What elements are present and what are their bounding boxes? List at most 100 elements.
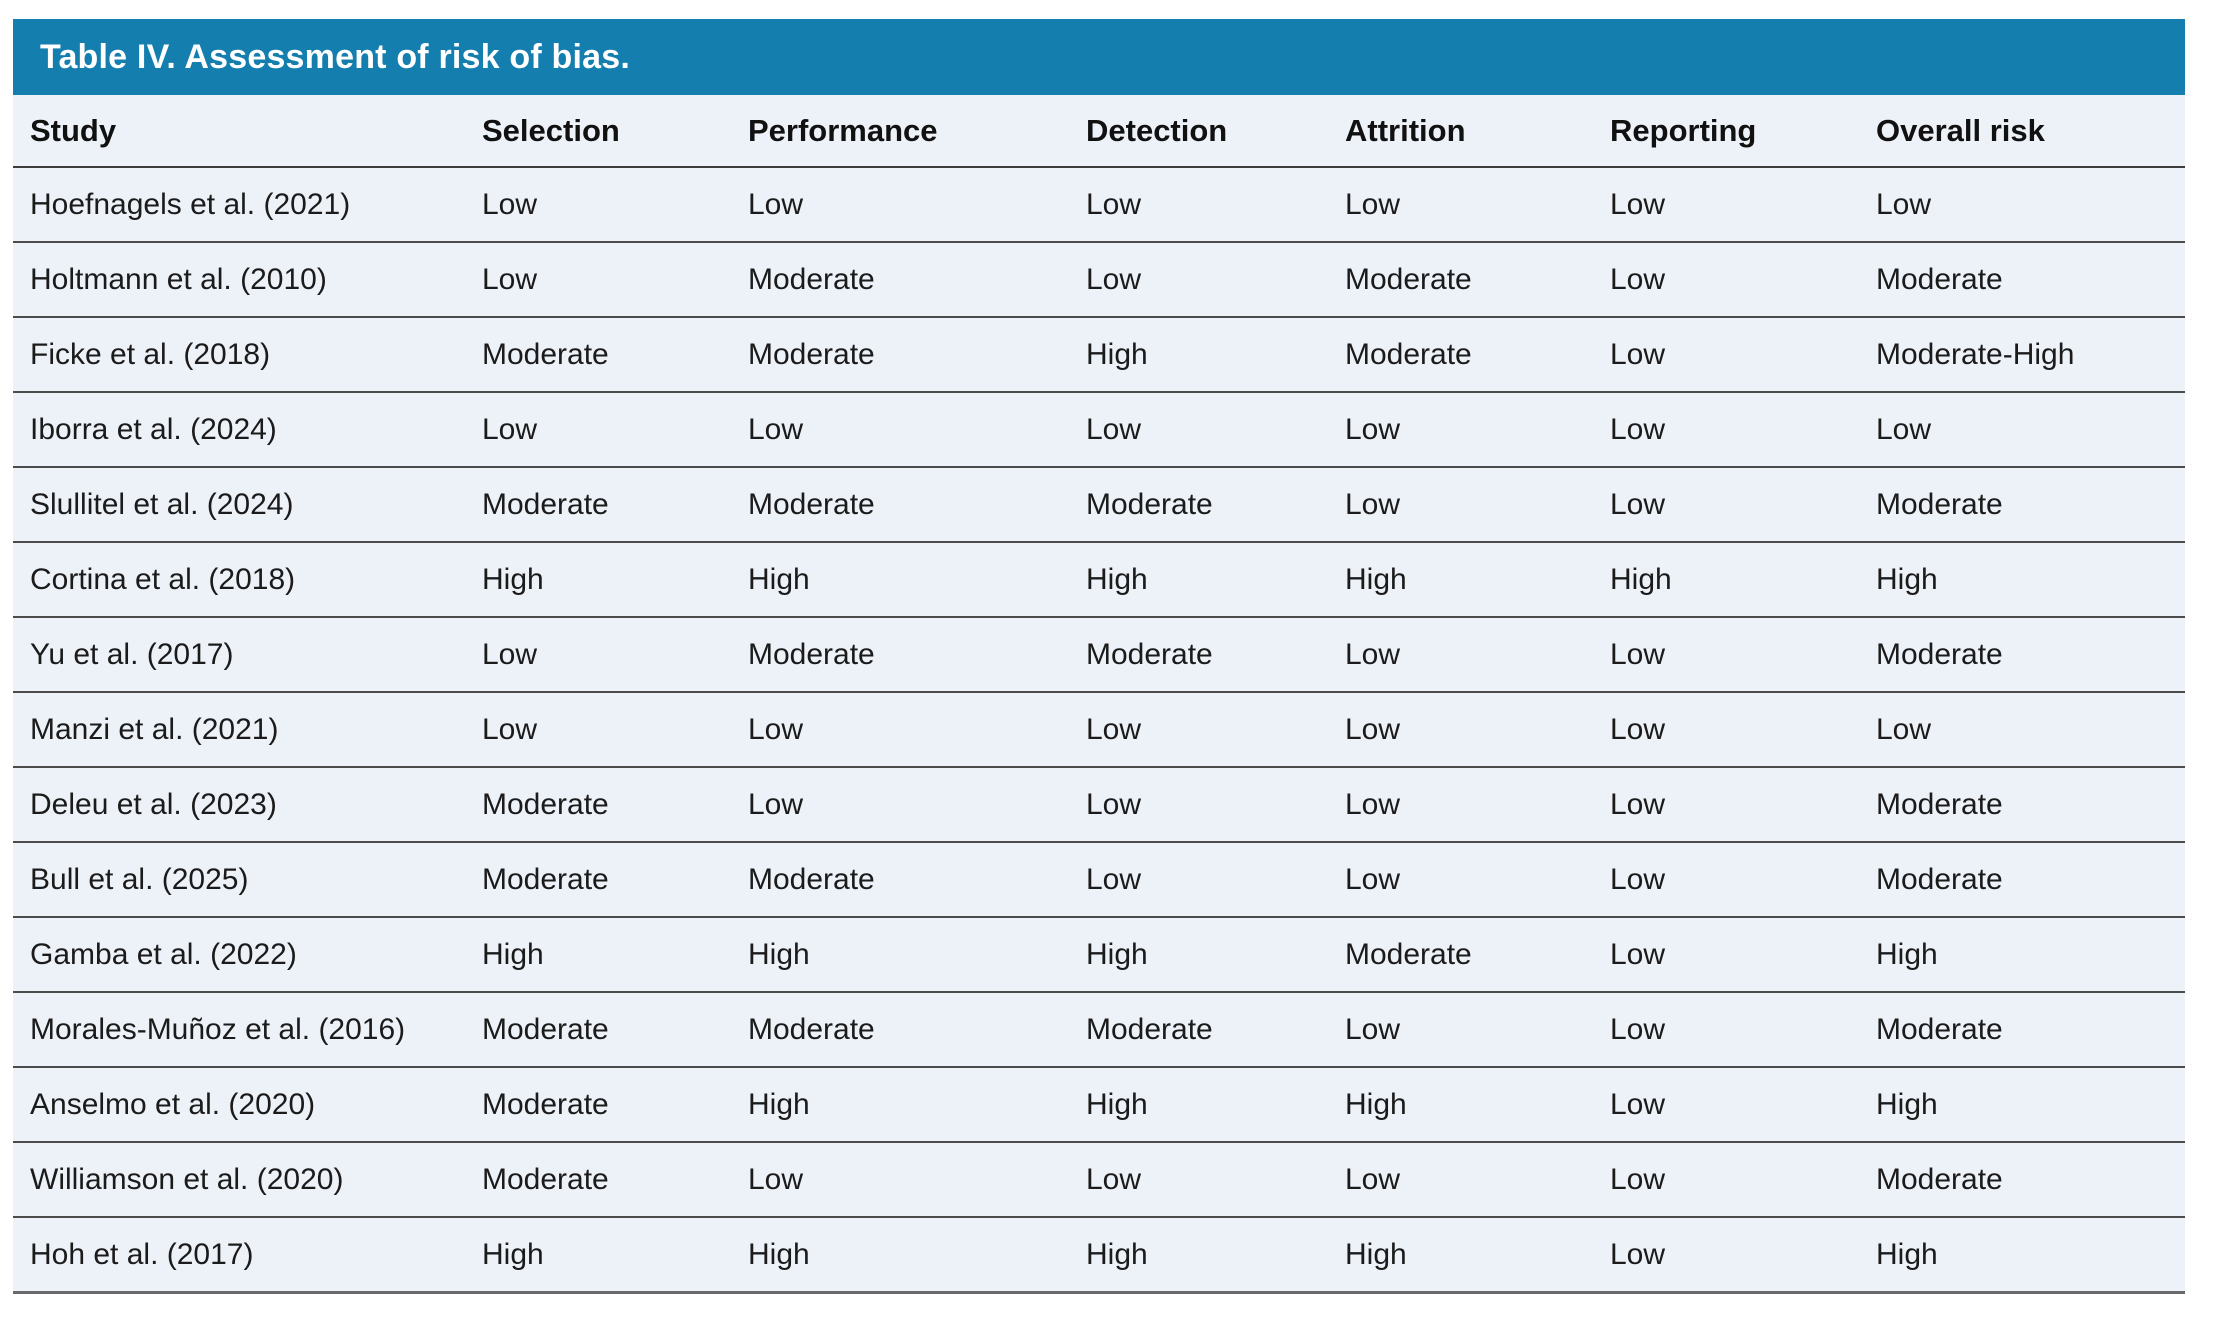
rating-cell: Low <box>464 617 730 693</box>
rating-cell: High <box>1068 1217 1327 1294</box>
rating-cell: High <box>730 1217 1068 1294</box>
rating-cell: Moderate <box>730 842 1068 918</box>
table-row: Holtmann et al. (2010) Low Moderate Low Mode… <box>13 242 2185 318</box>
rating-cell: Low <box>1858 692 2185 768</box>
table-row: Yu et al. (2017) Low Moderate Moderate Low Lo… <box>13 617 2185 693</box>
rating-cell: Low <box>730 767 1068 843</box>
rating-cell: Moderate <box>730 992 1068 1068</box>
study-cell: Morales-Muñoz et al. (2016) <box>13 992 464 1068</box>
rating-cell: Low <box>730 167 1068 243</box>
column-header-attrition: Attrition <box>1327 95 1592 168</box>
rating-cell: High <box>1068 542 1327 618</box>
table-row: Manzi et al. (2021) Low Low Low Low Low Low <box>13 692 2185 768</box>
rating-cell: Moderate-High <box>1858 317 2185 393</box>
rating-cell: Low <box>1592 842 1858 918</box>
study-cell: Manzi et al. (2021) <box>13 692 464 768</box>
rating-cell: Low <box>464 392 730 468</box>
rating-cell: High <box>1592 542 1858 618</box>
table-row: Cortina et al. (2018) High High High High Hig… <box>13 542 2185 618</box>
table-header-row: Study Selection Performance Detection At… <box>13 95 2185 168</box>
rating-cell: Low <box>1592 1067 1858 1143</box>
rating-cell: Low <box>1068 1142 1327 1218</box>
rating-cell: Moderate <box>1858 842 2185 918</box>
rating-cell: Low <box>464 167 730 243</box>
rating-cell: Low <box>1327 392 1592 468</box>
rating-cell: Low <box>1592 167 1858 243</box>
study-cell: Williamson et al. (2020) <box>13 1142 464 1218</box>
rating-cell: Low <box>464 692 730 768</box>
rating-cell: Moderate <box>730 242 1068 318</box>
rating-cell: Low <box>1592 392 1858 468</box>
study-cell: Holtmann et al. (2010) <box>13 242 464 318</box>
rating-cell: Low <box>1068 842 1327 918</box>
table-title-bar: Table IV. Assessment of risk of bias. <box>13 19 2185 95</box>
rating-cell: Moderate <box>1858 467 2185 543</box>
rating-cell: High <box>464 542 730 618</box>
rating-cell: High <box>1858 542 2185 618</box>
rating-cell: Low <box>1327 167 1592 243</box>
rating-cell: Low <box>1592 692 1858 768</box>
rating-cell: Moderate <box>1068 467 1327 543</box>
rating-cell: Moderate <box>464 992 730 1068</box>
study-cell: Ficke et al. (2018) <box>13 317 464 393</box>
rating-cell: Moderate <box>1858 992 2185 1068</box>
rating-cell: Low <box>1592 617 1858 693</box>
rating-cell: Low <box>1592 242 1858 318</box>
rating-cell: Moderate <box>464 842 730 918</box>
table-row: Deleu et al. (2023) Moderate Low Low Low Low M… <box>13 767 2185 843</box>
table-row: Morales-Muñoz et al. (2016) Moderate Moder… <box>13 992 2185 1068</box>
rating-cell: Moderate <box>1068 992 1327 1068</box>
column-header-selection: Selection <box>464 95 730 168</box>
rating-cell: Low <box>730 1142 1068 1218</box>
study-cell: Hoh et al. (2017) <box>13 1217 464 1294</box>
rating-cell: Moderate <box>1858 617 2185 693</box>
rating-cell: Moderate <box>1327 242 1592 318</box>
rating-cell: Moderate <box>1858 767 2185 843</box>
rating-cell: High <box>464 917 730 993</box>
rating-cell: Low <box>464 242 730 318</box>
rating-cell: High <box>730 1067 1068 1143</box>
rating-cell: High <box>1858 1067 2185 1143</box>
column-header-study: Study <box>13 95 464 168</box>
rating-cell: Moderate <box>1858 1142 2185 1218</box>
rating-cell: Low <box>1327 842 1592 918</box>
study-cell: Hoefnagels et al. (2021) <box>13 167 464 243</box>
rating-cell: Low <box>730 392 1068 468</box>
study-cell: Gamba et al. (2022) <box>13 917 464 993</box>
study-cell: Iborra et al. (2024) <box>13 392 464 468</box>
rating-cell: High <box>1858 917 2185 993</box>
rating-cell: High <box>1327 542 1592 618</box>
study-cell: Cortina et al. (2018) <box>13 542 464 618</box>
rating-cell: Moderate <box>730 617 1068 693</box>
risk-of-bias-data-table: Study Selection Performance Detection At… <box>13 95 2185 1294</box>
rating-cell: Moderate <box>464 767 730 843</box>
table-row: Ficke et al. (2018) Moderate Moderate High M… <box>13 317 2185 393</box>
rating-cell: Low <box>1327 767 1592 843</box>
rating-cell: High <box>1327 1217 1592 1294</box>
study-cell: Slullitel et al. (2024) <box>13 467 464 543</box>
rating-cell: Low <box>1068 167 1327 243</box>
rating-cell: Moderate <box>464 317 730 393</box>
rating-cell: High <box>730 917 1068 993</box>
rating-cell: Low <box>1592 992 1858 1068</box>
rating-cell: Low <box>1327 467 1592 543</box>
study-cell: Deleu et al. (2023) <box>13 767 464 843</box>
table-row: Bull et al. (2025) Moderate Moderate Low Low… <box>13 842 2185 918</box>
rating-cell: Low <box>1068 692 1327 768</box>
table-title: Table IV. Assessment of risk of bias. <box>40 38 631 76</box>
column-header-detection: Detection <box>1068 95 1327 168</box>
study-cell: Bull et al. (2025) <box>13 842 464 918</box>
table-row: Iborra et al. (2024) Low Low Low Low Low Low <box>13 392 2185 468</box>
rating-cell: High <box>464 1217 730 1294</box>
rating-cell: Low <box>1327 1142 1592 1218</box>
table-body: Hoefnagels et al. (2021) Low Low Low Low Low L… <box>13 167 2185 1294</box>
rating-cell: Moderate <box>1068 617 1327 693</box>
study-cell: Anselmo et al. (2020) <box>13 1067 464 1143</box>
rating-cell: Moderate <box>464 1142 730 1218</box>
rating-cell: High <box>1068 1067 1327 1143</box>
rating-cell: Low <box>1327 692 1592 768</box>
rating-cell: Moderate <box>1327 917 1592 993</box>
table-row: Williamson et al. (2020) Moderate Low Low Lo… <box>13 1142 2185 1218</box>
rating-cell: Low <box>1592 467 1858 543</box>
rating-cell: Moderate <box>464 467 730 543</box>
